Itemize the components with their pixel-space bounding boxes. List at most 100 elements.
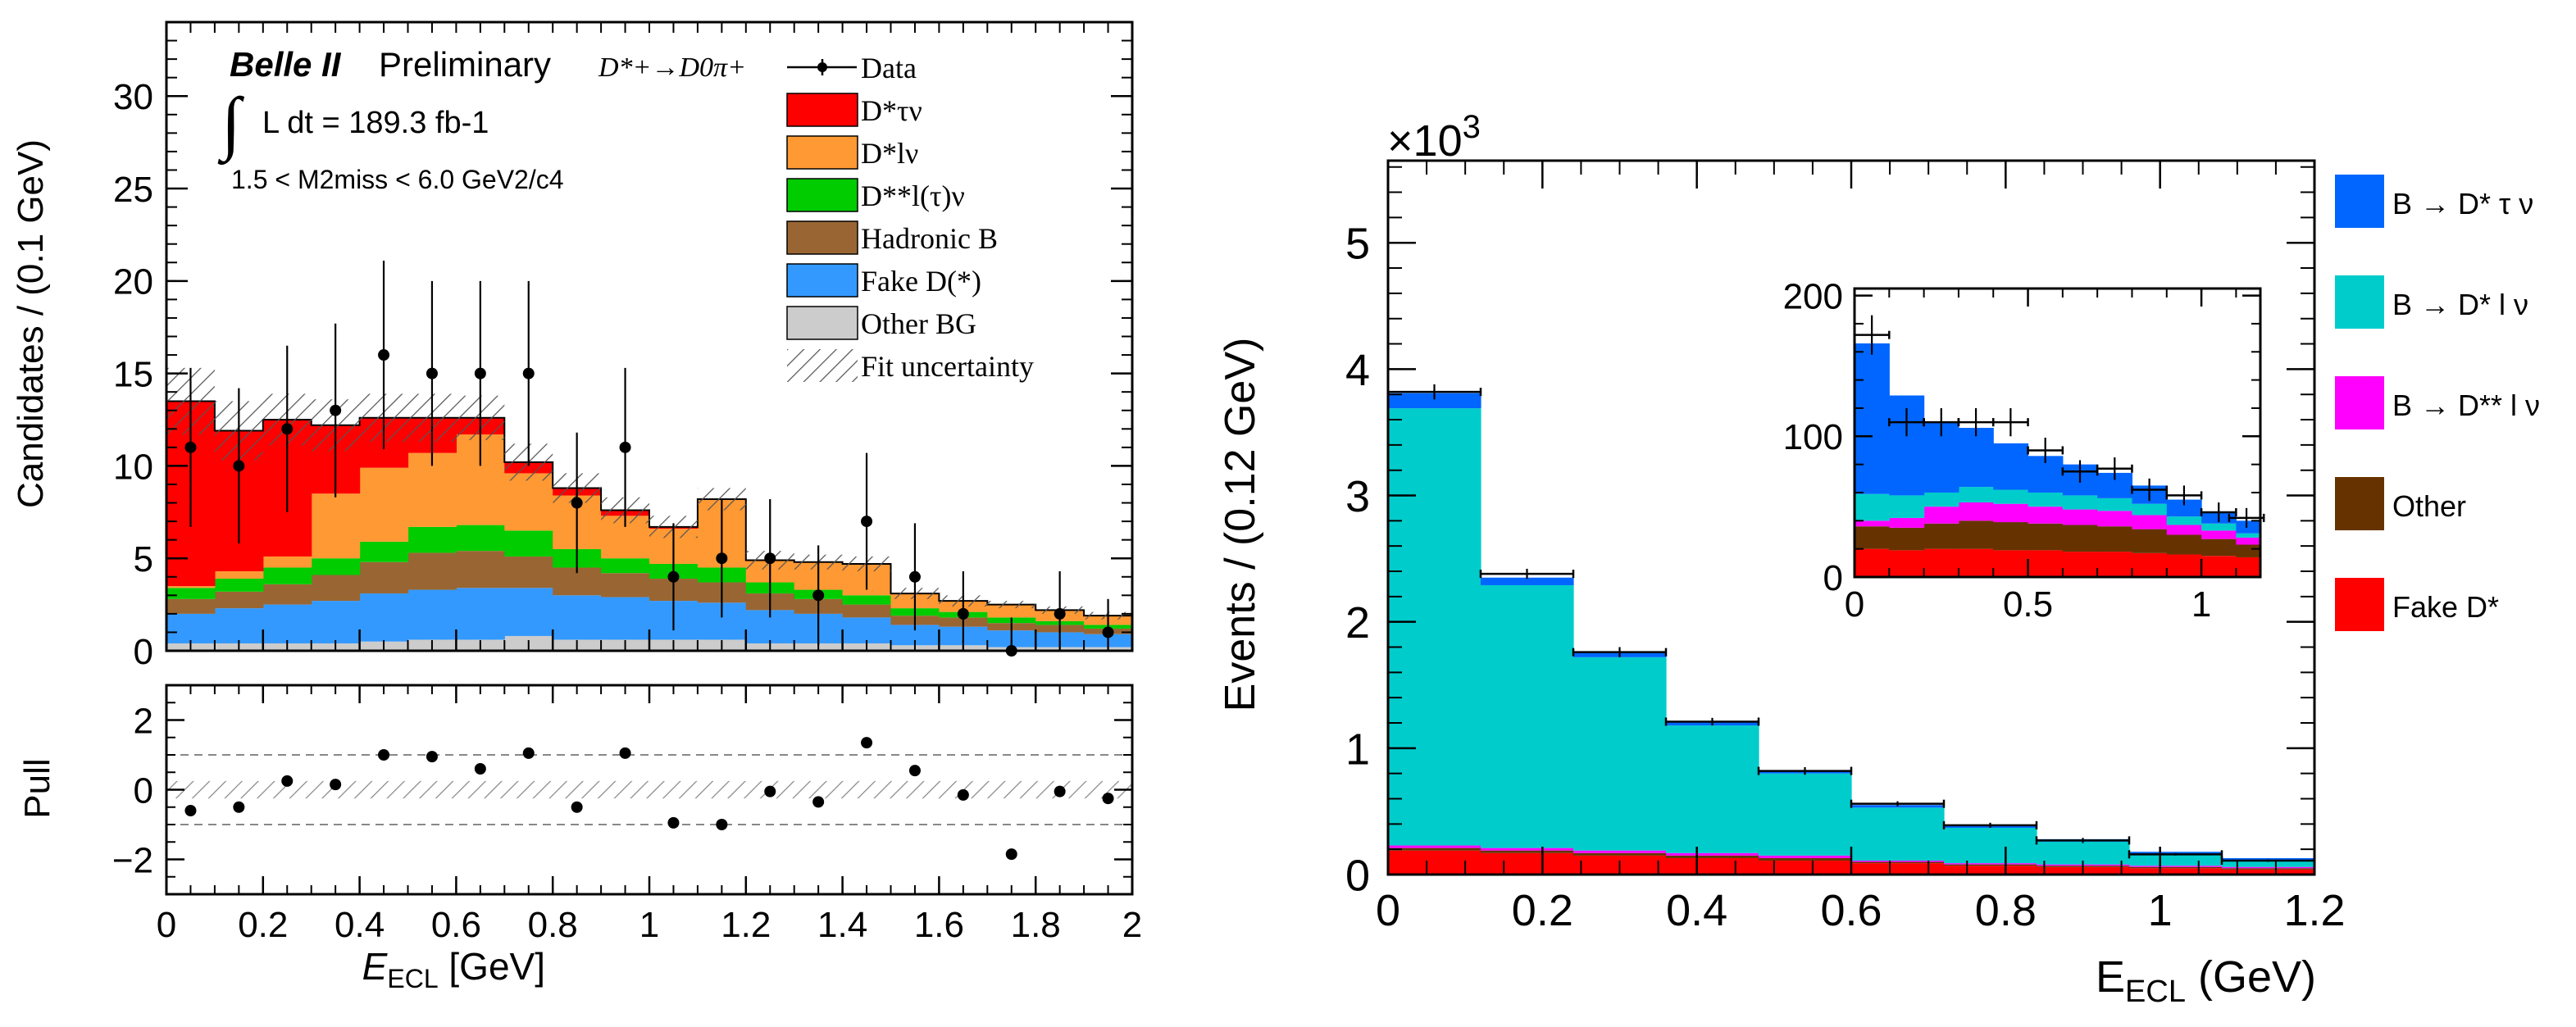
legend-swatch-b-d <box>2335 175 2384 228</box>
stack-bar-d-l <box>456 525 505 552</box>
stack-bar-b-d-l <box>2097 498 2133 511</box>
stack-bar-d-l <box>601 558 650 574</box>
left-main-panel: 0 5 10 15 20 25 30 Candidates / (0.1 GeV) Bell… <box>11 20 1134 672</box>
legend-label-other: Other <box>2392 489 2466 523</box>
stack-bar-other <box>2129 866 2223 869</box>
stack-bar-b-d-l <box>1573 850 1667 853</box>
stack-bar-fake-d <box>2236 557 2261 577</box>
inset-frame <box>1853 287 2262 579</box>
stack-bar-b-d-l <box>2129 854 2223 866</box>
data-point <box>522 367 535 379</box>
right-scale-exponent: 3 <box>1463 109 1481 145</box>
pull-reference-lines <box>166 754 1132 825</box>
stack-bar-other <box>1923 523 1959 549</box>
x-label-sub: ECL <box>387 964 438 993</box>
stack-bar-b-d-l <box>1958 502 1994 521</box>
data-point <box>233 460 245 472</box>
stack-bar-other <box>1889 527 1925 551</box>
stack-bar-other <box>1944 864 2037 866</box>
data-point <box>667 816 680 829</box>
stack-bar-hadronic-b <box>359 561 409 594</box>
left-pull-panel: 0 0.2 0.4 0.6 0.8 1 1.2 1.4 1.6 1.8 2−202 Pull EEC… <box>17 684 1142 993</box>
legend-swatch-other <box>2335 477 2384 530</box>
stack-bar-fake-d <box>1923 548 1959 577</box>
stack-bar-b-d-l <box>1889 495 1925 518</box>
data-point <box>812 589 825 602</box>
x-tick-label: 0.2 <box>1512 886 1573 935</box>
y-tick-label: 15 <box>113 354 153 394</box>
stack-bar-fake-d <box>214 608 264 643</box>
stack-bar-fake-d <box>504 588 553 636</box>
data-point <box>571 497 583 509</box>
stack-bar-d-l <box>504 473 553 531</box>
stack-bar-b-d-l <box>2062 495 2098 510</box>
x-tick-label: 1 <box>639 905 659 945</box>
stack-bar-b-d-l <box>1666 725 1759 853</box>
x-tick-label: 0.4 <box>335 905 385 945</box>
legend-swatch-b-d-l <box>2335 275 2384 329</box>
stack-bar-other <box>1958 520 1994 549</box>
data-point <box>474 763 486 775</box>
stack-bar-fake-d <box>1481 852 1574 875</box>
stack-bar-b-d-l <box>2222 861 2315 867</box>
stack-bar-b-d-l <box>1944 863 2037 865</box>
stack-bar-b-d-l <box>2201 530 2237 539</box>
stack-bar-b-d <box>1851 805 1945 808</box>
data-point <box>1102 626 1114 638</box>
x-label-e: E <box>2096 952 2125 1002</box>
stack-bar-b-d-l <box>1481 584 1574 848</box>
legend-swatch-d <box>786 93 858 127</box>
stack-bar-d-l <box>262 556 312 568</box>
stack-bar-d-l <box>214 579 264 592</box>
experiment-label: Belle II <box>230 45 342 84</box>
stack-bar-other <box>1851 861 1945 864</box>
stack-bar-fake-d <box>2201 556 2237 577</box>
x-tick-label: 0.8 <box>528 905 578 945</box>
stack-bar-b-d-l <box>1573 657 1667 851</box>
left-x-axis-label: EECL [GeV] <box>362 945 545 993</box>
data-point <box>474 367 486 379</box>
x-tick-label: 0 <box>157 905 176 945</box>
legend-label-hadronic-b: Hadronic B <box>861 222 998 255</box>
legend-label-data: Data <box>861 52 917 84</box>
data-point <box>1054 607 1066 620</box>
data-point <box>764 785 776 798</box>
y-tick-label: −2 <box>112 840 153 880</box>
x-tick-label: 1.8 <box>1011 905 1061 945</box>
data-point <box>233 801 245 813</box>
stack-bar-hadronic-b <box>166 598 216 614</box>
stack-bar-fake-d <box>311 601 361 643</box>
stack-bar-fake-d <box>1855 548 1890 577</box>
stack-bar-b-d-l <box>2028 492 2064 507</box>
stack-bar-other <box>1855 526 1890 549</box>
y-tick-label: 1 <box>1345 725 1370 774</box>
legend-label-d-l: D**l(τ)ν <box>861 179 965 212</box>
stack-bar-fake-d <box>1944 866 2037 875</box>
pull-points <box>184 737 1114 861</box>
left-main-axis-ticks: 0 5 10 15 20 25 30 <box>113 21 1134 672</box>
stack-bar-hadronic-b <box>456 551 505 588</box>
left-annotation: Belle II Preliminary D*+→D0π+ ∫ L dt = 1… <box>217 45 746 194</box>
stack-bar-fake-d <box>456 588 505 640</box>
stack-bar-fake-d <box>2132 552 2168 577</box>
legend-label-other-bg: Other BG <box>861 307 976 340</box>
stack-bar-fake-d <box>1958 548 1994 577</box>
data-point <box>716 819 728 830</box>
data-point <box>281 775 294 787</box>
stack-bar-hadronic-b <box>214 591 264 609</box>
stack-bar-b-d-l <box>2222 866 2315 869</box>
legend-swatch-other-bg <box>786 306 858 340</box>
inset-data-points <box>1853 315 2265 528</box>
stack-bar-d-l <box>262 567 312 584</box>
x-tick-label: 2 <box>1122 905 1142 945</box>
stack-bar-d-l <box>166 586 216 588</box>
stack-bar-b-d-l <box>2166 525 2202 535</box>
stack-bar-fake-d <box>2129 868 2223 875</box>
data-point <box>1005 848 1017 861</box>
stack-bar-b-d <box>2166 499 2202 517</box>
x-tick-label: 0 <box>1376 886 1400 935</box>
stack-bar-other <box>2062 525 2098 552</box>
stack-bar-hadronic-b <box>504 556 553 588</box>
stack-bar-b-d <box>2236 520 2261 534</box>
